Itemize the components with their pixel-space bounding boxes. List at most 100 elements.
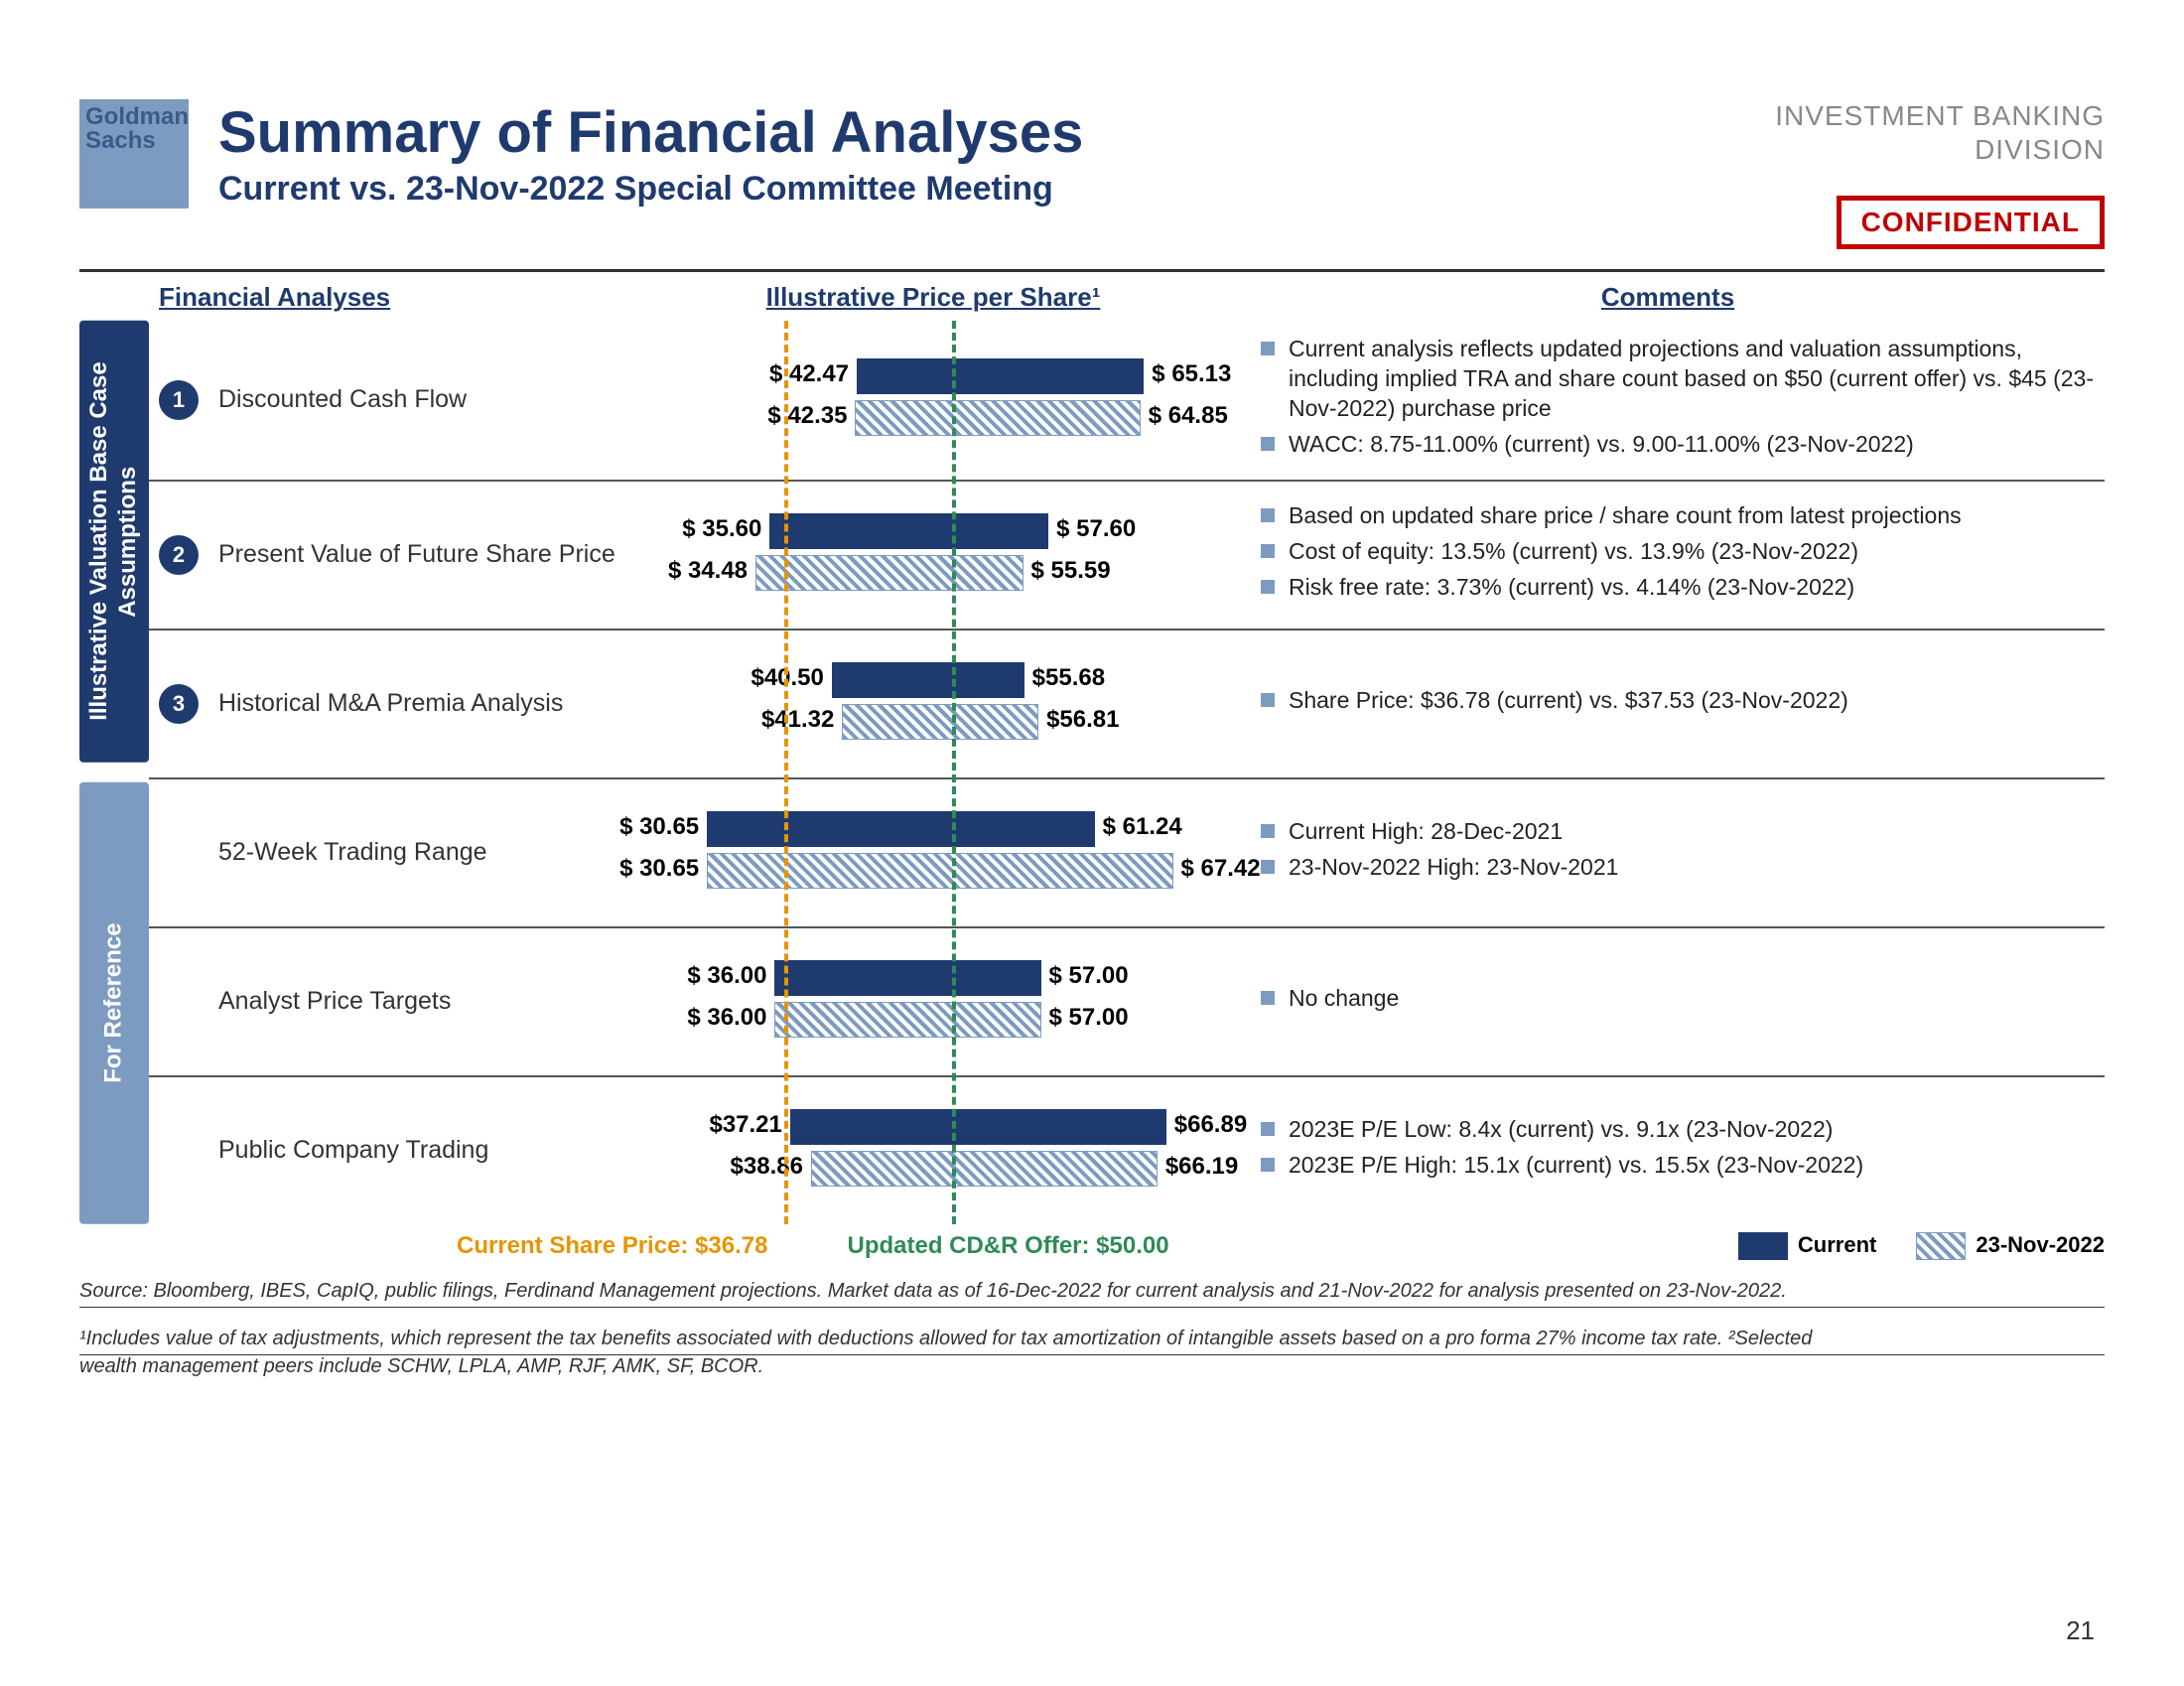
comments-cell: 2023E P/E Low: 8.4x (current) vs. 9.1x (… (1231, 1115, 2105, 1187)
analysis-name-text: Analyst Price Targets (218, 987, 451, 1016)
comments-cell: Share Price: $36.78 (current) vs. $37.53… (1231, 686, 2105, 722)
updated-offer-label: Updated CD&R Offer: $50.00 (848, 1232, 1169, 1260)
bar-label-prior-high: $ 64.85 (1149, 402, 1228, 430)
comments-list: Current High: 28-Dec-2021 23-Nov-2022 Hig… (1261, 817, 2105, 883)
legend: Current 23-Nov-2022 (1738, 1232, 2105, 1260)
analysis-name-text: Historical M&A Premia Analysis (218, 689, 563, 718)
bar-prior (707, 853, 1172, 889)
comment-item: 2023E P/E Low: 8.4x (current) vs. 9.1x (… (1261, 1115, 2105, 1145)
bar-label-current-high: $ 57.00 (1049, 962, 1129, 990)
right-header: INVESTMENT BANKING DIVISION CONFIDENTIAL (1775, 99, 2105, 249)
legend-swatch-solid (1738, 1232, 1788, 1260)
bar-prior (755, 555, 1023, 591)
divider (79, 269, 2105, 272)
bar-prior (855, 400, 1140, 436)
page-number: 21 (2066, 1616, 2095, 1646)
bar-current (857, 358, 1144, 394)
comments-cell: No change (1231, 984, 2105, 1020)
comments-list: 2023E P/E Low: 8.4x (current) vs. 9.1x (… (1261, 1115, 2105, 1181)
legend-current: Current (1738, 1232, 1876, 1260)
bar-track: $40.50$55.68$41.32$56.81 (635, 644, 1231, 764)
comments-cell: Current analysis reflects updated projec… (1231, 335, 2105, 466)
legend-swatch-hatch (1916, 1232, 1966, 1260)
bar-track: $ 35.60 $ 57.60 $ 34.48 $ 55.59 (635, 495, 1231, 615)
bars-cell: $ 35.60 $ 57.60 $ 34.48 $ 55.59 (635, 495, 1231, 615)
analysis-row: 2Present Value of Future Share Price$ 35… (149, 482, 2105, 631)
analysis-name-cell: Public Company Trading (159, 1136, 635, 1165)
body-area: Illustrative Valuation Base Case Assumpt… (79, 321, 2105, 1224)
bar-current (769, 513, 1048, 549)
analysis-row: 1Discounted Cash Flow$ 42.47$ 65.13$ 42.… (149, 321, 2105, 482)
current-share-price-label: Current Share Price: $36.78 (457, 1232, 768, 1260)
column-headers: Financial Analyses Illustrative Price pe… (159, 282, 2105, 313)
comment-item: Current High: 28-Dec-2021 (1261, 817, 2105, 847)
page-title: Summary of Financial Analyses (218, 99, 1775, 166)
logo-line1: Goldman (85, 105, 183, 129)
side-label-reference: For Reference (79, 782, 149, 1224)
bar-label-current-low: $ 36.00 (687, 962, 766, 990)
bar-label-current-low: $ 35.60 (682, 515, 761, 543)
bar-label-prior-low: $ 30.65 (619, 855, 699, 883)
side-labels: Illustrative Valuation Base Case Assumpt… (79, 321, 149, 1224)
bar-track: $ 42.47 $ 65.13 $ 42.35 $ 64.85 (635, 341, 1231, 460)
division-line2: DIVISION (1775, 133, 2105, 167)
analysis-row: Public Company Trading$37.21$66.89$38.86… (149, 1077, 2105, 1224)
ref-line-current-price (784, 321, 788, 1224)
analysis-name-cell: 1 Discounted Cash Flow (159, 380, 635, 420)
division-line1: INVESTMENT BANKING (1775, 99, 2105, 133)
bar-label-prior-low: $41.32 (761, 706, 834, 734)
bottom-labels: Current Share Price: $36.78 Updated CD&R… (159, 1232, 2105, 1260)
comment-item: 23-Nov-2022 High: 23-Nov-2021 (1261, 853, 2105, 883)
comment-item: Current analysis reflects updated projec… (1261, 335, 2105, 424)
bar-label-current-low: $37.21 (709, 1111, 781, 1139)
analysis-number: 3 (159, 684, 199, 724)
comment-item: 2023E P/E High: 15.1x (current) vs. 15.5… (1261, 1151, 2105, 1181)
bar-current (774, 960, 1040, 996)
bar-label-prior-low: $ 42.35 (767, 402, 847, 430)
bars-cell: $ 30.65$ 61.24$ 30.65$ 67.42 (635, 793, 1231, 913)
gs-logo: Goldman Sachs (79, 99, 189, 209)
bar-label-current-high: $ 57.60 (1056, 515, 1136, 543)
comments-cell: Current High: 28-Dec-2021 23-Nov-2022 Hig… (1231, 817, 2105, 889)
comments-cell: Based on updated share price / share cou… (1231, 501, 2105, 609)
rows-area: 1Discounted Cash Flow$ 42.47$ 65.13$ 42.… (149, 321, 2105, 1224)
bar-label-current-low: $ 30.65 (619, 813, 699, 841)
footnote-1: ¹Includes value of tax adjustments, whic… (79, 1328, 2105, 1355)
analysis-row: Analyst Price Targets$ 36.00$ 57.00$ 36.… (149, 928, 2105, 1077)
bar-label-prior-high: $ 67.42 (1181, 855, 1261, 883)
analysis-name-cell: 2Present Value of Future Share Price (159, 535, 635, 575)
footnote-2: wealth management peers include SCHW, LP… (79, 1355, 2105, 1378)
analysis-name-text: Discounted Cash Flow (218, 385, 467, 414)
bar-label-prior-low: $ 36.00 (687, 1004, 766, 1032)
analysis-name-cell: 52-Week Trading Range (159, 838, 635, 867)
bar-label-current-high: $66.89 (1174, 1111, 1247, 1139)
bar-label-prior-low: $ 34.48 (668, 557, 748, 585)
bar-label-prior-high: $ 55.59 (1031, 557, 1111, 585)
col-header-comments: Comments (1231, 282, 2105, 313)
analysis-name-text: Present Value of Future Share Price (218, 540, 615, 569)
bar-track: $ 30.65$ 61.24$ 30.65$ 67.42 (635, 793, 1231, 913)
bar-label-current-low: $ 42.47 (769, 360, 849, 388)
analysis-number: 1 (159, 380, 199, 420)
comments-list: No change (1261, 984, 2105, 1014)
bar-label-prior-high: $56.81 (1046, 706, 1119, 734)
source-line: Source: Bloomberg, IBES, CapIQ, public f… (79, 1280, 2105, 1308)
bars-cell: $ 36.00 $ 57.00 $ 36.00 $ 57.00 (635, 942, 1231, 1061)
bar-current (832, 662, 1024, 698)
col-header-analyses: Financial Analyses (159, 282, 635, 313)
comments-list: Based on updated share price / share cou… (1261, 501, 2105, 603)
analysis-name-cell: 3 Historical M&A Premia Analysis (159, 684, 635, 724)
logo-line2: Sachs (85, 129, 183, 153)
ref-line-offer-price (952, 321, 956, 1224)
comment-item: Based on updated share price / share cou… (1261, 501, 2105, 531)
legend-prior: 23-Nov-2022 (1916, 1232, 2105, 1260)
bar-label-prior-high: $ 57.00 (1049, 1004, 1129, 1032)
comment-item: Share Price: $36.78 (current) vs. $37.53… (1261, 686, 2105, 716)
analysis-name-cell: Analyst Price Targets (159, 987, 635, 1016)
bars-cell: $40.50$55.68$41.32$56.81 (635, 644, 1231, 764)
bar-label-current-high: $ 65.13 (1152, 360, 1231, 388)
bar-current (790, 1109, 1166, 1145)
bar-track: $37.21$66.89$38.86$66.19 (635, 1091, 1231, 1210)
bar-label-prior-low: $38.86 (731, 1153, 803, 1181)
confidential-stamp: CONFIDENTIAL (1837, 196, 2105, 249)
